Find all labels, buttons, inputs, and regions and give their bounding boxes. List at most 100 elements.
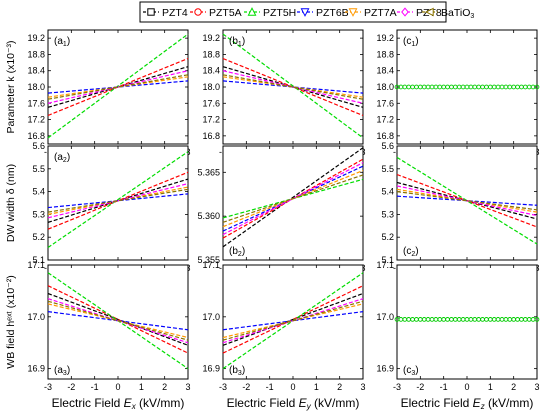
y-tick-label: 18.8 <box>376 49 394 59</box>
x-tick-label: 2 <box>337 382 342 392</box>
x-tick-label: -2 <box>242 382 250 392</box>
x-tick-label: -2 <box>67 382 75 392</box>
legend-marker <box>300 8 310 17</box>
y-tick-label: 5.2 <box>381 232 394 242</box>
legend-marker <box>247 7 257 16</box>
panel-label: (a2) <box>54 152 70 164</box>
y-tick-label: 5.365 <box>197 167 220 177</box>
legend-label: BaTiO3 <box>441 7 474 20</box>
legend-marker <box>425 7 434 17</box>
y-tick-label: 5.4 <box>32 187 45 197</box>
y-tick-label: 18.4 <box>202 66 220 76</box>
x-axis-label: Electric Field Ez (kV/mm) <box>401 396 534 411</box>
chart-panel: -3-2-1012316.817.217.618.018.418.819.2(a… <box>27 29 191 157</box>
y-tick-label: 16.8 <box>27 131 45 141</box>
series-line <box>222 76 364 98</box>
series-line <box>396 191 538 211</box>
y-tick-label: 5.1 <box>381 255 394 265</box>
series-line <box>47 151 189 248</box>
y-tick-label: 18.8 <box>202 49 220 59</box>
y-tick-label: 17.2 <box>27 115 45 125</box>
series-group <box>222 272 364 370</box>
x-axis-label: Electric Field Ex (kV/mm) <box>52 396 185 411</box>
y-tick-label: 18.0 <box>376 82 394 92</box>
y-tick-label: 17.6 <box>202 98 220 108</box>
series-line <box>222 165 364 232</box>
series-group <box>394 317 540 322</box>
series-line <box>47 300 189 341</box>
plot-frame <box>396 29 538 145</box>
y-axis-label: Parameter k (x10⁻³) <box>5 40 17 133</box>
x-tick-label: 1 <box>314 382 319 392</box>
y-tick-label: 18.4 <box>376 66 394 76</box>
x-tick-label: -1 <box>91 382 99 392</box>
series-group <box>47 272 189 370</box>
data-point <box>534 317 540 322</box>
x-tick-label: 1 <box>488 382 493 392</box>
legend-label: PZT4 <box>162 7 188 19</box>
y-tick-label: 16.8 <box>376 131 394 141</box>
series-group <box>222 147 364 248</box>
series-line <box>222 300 364 341</box>
chart-panel: -3 -2 -1 0 1 2 3 16.9 17.0 17.1 (c3) <box>376 260 539 392</box>
legend-marker <box>348 8 358 17</box>
x-tick-label: 2 <box>162 382 167 392</box>
x-tick-label: -2 <box>416 382 424 392</box>
y-tick-label: 17.2 <box>202 115 220 125</box>
y-tick-label: 17.1 <box>27 260 45 270</box>
legend-label: PZT7A <box>364 7 397 19</box>
y-tick-label: 18.0 <box>202 82 220 92</box>
legend-entry: PZT6B <box>297 7 349 19</box>
panel-label: (c1) <box>403 36 419 48</box>
y-tick-label: 5.3 <box>32 209 45 219</box>
series-group <box>394 84 540 90</box>
series-line <box>47 193 189 209</box>
chart-panel: -3 -2 -1 0 1 2 3 16.9 17.0 17.1 (a3) <box>27 260 190 392</box>
series-line <box>396 195 538 206</box>
chart-panel: -3-2-101235.15.25.35.45.55.6(a2) <box>32 141 190 273</box>
plot-frame <box>396 264 538 380</box>
series-line <box>222 147 364 248</box>
y-tick-label: 18.8 <box>27 49 45 59</box>
legend: PZT4PZT5APZT5HPZT6BPZT7APZT8BaTiO3 <box>139 1 474 23</box>
legend-entry: PZT5H <box>244 7 296 19</box>
x-tick-label: 3 <box>534 382 539 392</box>
y-tick-label: 5.355 <box>197 255 220 265</box>
panel-label: (b3) <box>229 365 245 377</box>
y-tick-label: 17.6 <box>27 98 45 108</box>
series-line <box>47 292 189 346</box>
y-tick-label: 16.9 <box>27 364 45 374</box>
series-line <box>47 76 189 98</box>
series-line <box>47 33 189 139</box>
series-group <box>222 33 364 139</box>
panels: -3 -2 -1 0 1 2 3 16.8 17.2 17.6 18.0 18.4 18.8 19.2 (a… <box>27 29 540 392</box>
plot-frame <box>47 145 189 261</box>
series-line <box>47 183 189 219</box>
series-line <box>222 80 364 94</box>
y-tick-label: 17.0 <box>376 312 394 322</box>
series-line <box>47 311 189 331</box>
y-tick-label: 17.0 <box>27 312 45 322</box>
y-tick-label: 16.9 <box>376 364 394 374</box>
y-tick-label: 5.1 <box>32 255 45 265</box>
y-tick-label: 17.1 <box>376 260 394 270</box>
y-tick-label: 5.5 <box>32 164 45 174</box>
x-tick-label: -3 <box>393 382 401 392</box>
series-markers <box>394 317 540 322</box>
series-markers <box>394 84 540 90</box>
legend-marker <box>194 8 202 16</box>
legend-label: PZT5A <box>209 7 242 19</box>
x-tick-label: 0 <box>115 382 120 392</box>
chart-panel: -3-2-1012316.817.217.618.018.418.819.2(c… <box>376 29 540 157</box>
series-group <box>47 151 189 248</box>
series-line <box>222 33 364 139</box>
y-tick-label: 18.0 <box>27 82 45 92</box>
x-tick-label: 0 <box>290 382 295 392</box>
x-tick-label: 3 <box>360 382 365 392</box>
y-tick-label: 17.2 <box>376 115 394 125</box>
legend-marker <box>401 7 409 17</box>
series-group <box>396 156 538 245</box>
legend-entry: BaTiO3 <box>422 7 474 20</box>
